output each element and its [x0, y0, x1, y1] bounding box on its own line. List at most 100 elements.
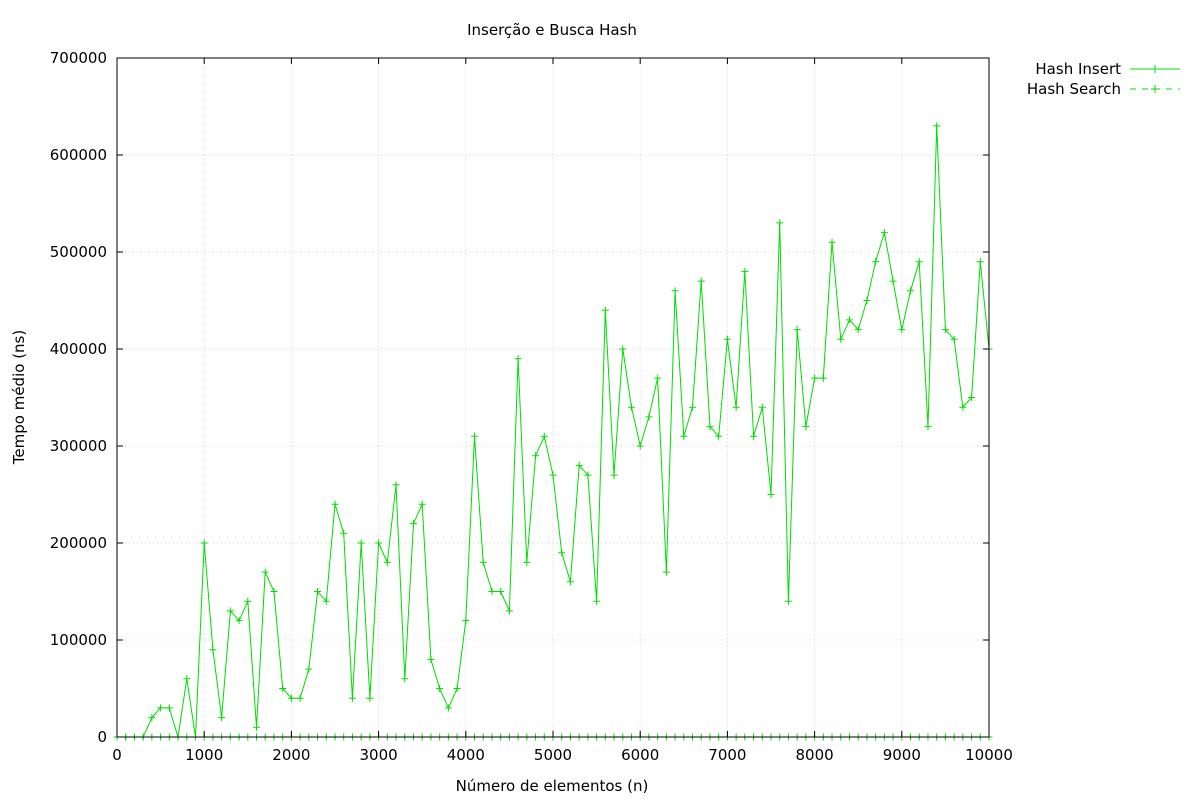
data-point-hash-insert — [401, 675, 409, 683]
x-tick-label: 0 — [112, 746, 122, 764]
data-point-hash-insert — [244, 597, 252, 605]
data-point-hash-insert — [305, 665, 313, 673]
data-point-hash-insert — [488, 588, 496, 595]
data-point-hash-insert — [680, 432, 688, 440]
data-point-hash-insert — [828, 238, 836, 246]
data-point-hash-insert — [610, 471, 618, 479]
data-point-hash-insert — [968, 394, 976, 401]
data-point-hash-insert — [645, 413, 653, 421]
y-tick-label: 200000 — [50, 534, 107, 552]
y-tick-label: 500000 — [50, 243, 107, 261]
data-point-hash-insert — [157, 704, 165, 712]
data-point-hash-insert — [671, 287, 679, 295]
legend-item-hash-insert: Hash Insert — [1035, 60, 1180, 78]
data-point-hash-insert — [784, 597, 792, 605]
y-tick-label: 600000 — [50, 146, 107, 164]
data-point-hash-insert — [532, 452, 540, 460]
data-point-hash-insert — [497, 588, 505, 595]
x-tick-label: 3000 — [360, 746, 398, 764]
data-point-hash-insert — [689, 403, 697, 411]
data-point-hash-insert — [933, 122, 941, 130]
data-point-hash-insert — [383, 558, 391, 566]
data-point-hash-insert — [662, 568, 670, 576]
x-tick-label: 7000 — [708, 746, 746, 764]
data-point-hash-insert — [854, 326, 862, 334]
data-point-hash-insert — [549, 471, 557, 479]
y-tick-label: 700000 — [50, 49, 107, 67]
data-point-hash-insert — [880, 229, 888, 237]
plot-frame — [116, 57, 990, 738]
x-tick-label: 1000 — [185, 746, 223, 764]
data-point-hash-insert — [287, 694, 295, 702]
data-point-hash-insert — [444, 704, 452, 712]
data-point-hash-insert — [514, 355, 522, 363]
data-point-hash-insert — [575, 461, 583, 469]
y-tick-label: 400000 — [50, 340, 107, 358]
data-point-hash-insert — [636, 442, 644, 450]
x-tick-label: 5000 — [534, 746, 572, 764]
data-point-hash-insert — [584, 471, 592, 479]
legend: Hash Insert Hash Search — [1027, 60, 1180, 98]
data-point-hash-insert — [270, 588, 278, 595]
data-point-hash-insert — [601, 306, 609, 314]
data-point-hash-insert — [322, 597, 330, 605]
data-point-hash-insert — [566, 578, 574, 586]
x-axis-label: Número de elementos (n) — [456, 777, 649, 795]
data-point-hash-insert — [758, 403, 766, 411]
legend-marker-hash-insert — [1151, 65, 1159, 73]
data-point-hash-insert — [375, 539, 383, 547]
data-point-hash-insert — [715, 432, 723, 440]
data-point-hash-insert — [261, 568, 269, 576]
data-point-hash-insert — [479, 558, 487, 566]
data-point-hash-insert — [209, 646, 217, 654]
data-point-hash-insert — [427, 655, 435, 663]
data-point-hash-insert — [148, 714, 156, 722]
data-point-hash-insert — [218, 714, 226, 722]
data-point-hash-insert — [418, 500, 426, 508]
data-point-hash-insert — [654, 374, 662, 382]
data-point-hash-insert — [453, 685, 461, 692]
data-point-hash-insert — [706, 423, 714, 431]
data-point-hash-insert — [348, 694, 356, 702]
x-tick-label: 2000 — [272, 746, 310, 764]
data-point-hash-insert — [907, 287, 915, 295]
data-point-hash-insert — [340, 529, 348, 537]
data-point-hash-insert — [793, 326, 801, 334]
data-point-hash-insert — [898, 326, 906, 334]
data-point-hash-insert — [776, 219, 784, 227]
series-line-hash-insert — [117, 125, 990, 738]
y-tick-label: 0 — [97, 728, 107, 746]
data-point-hash-insert — [845, 316, 853, 324]
data-point-hash-insert — [471, 432, 479, 440]
data-point-hash-insert — [619, 345, 627, 353]
data-point-hash-insert — [462, 617, 470, 625]
x-tick-label: 10000 — [965, 746, 1013, 764]
grid-lines — [117, 58, 989, 737]
data-point-hash-insert — [279, 685, 287, 692]
data-point-hash-insert — [436, 685, 444, 692]
data-point-hash-insert — [409, 520, 417, 528]
data-point-hash-insert — [593, 597, 601, 605]
data-point-hash-insert — [863, 297, 871, 304]
data-point-hash-insert — [235, 617, 243, 625]
data-point-hash-insert — [976, 258, 984, 266]
data-point-hash-insert — [392, 481, 400, 489]
data-point-hash-insert — [723, 335, 731, 343]
data-point-hash-insert — [950, 335, 958, 343]
legend-label-hash-search: Hash Search — [1027, 80, 1121, 98]
data-point-hash-insert — [183, 675, 191, 683]
data-point-hash-insert — [915, 258, 923, 266]
legend-marker-hash-search — [1151, 85, 1159, 93]
series-layer — [113, 122, 993, 741]
data-point-hash-insert — [558, 549, 566, 557]
x-tick-label: 6000 — [621, 746, 659, 764]
chart-title: Inserção e Busca Hash — [467, 21, 637, 39]
data-point-hash-insert — [697, 277, 705, 285]
legend-label-hash-insert: Hash Insert — [1035, 60, 1121, 78]
x-tick-label: 9000 — [883, 746, 921, 764]
data-point-hash-insert — [837, 335, 845, 343]
data-point-hash-insert — [200, 539, 208, 547]
x-tick-label: 8000 — [796, 746, 834, 764]
x-tick-label: 4000 — [447, 746, 485, 764]
